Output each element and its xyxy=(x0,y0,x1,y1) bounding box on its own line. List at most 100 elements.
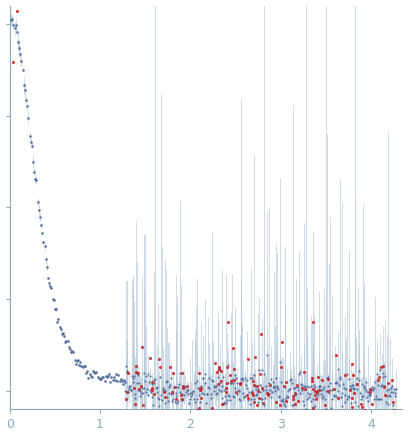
Point xyxy=(282,383,288,390)
Point xyxy=(253,382,260,389)
Point xyxy=(212,384,218,391)
Point xyxy=(258,396,265,403)
Point xyxy=(237,381,243,388)
Point xyxy=(273,375,279,382)
Point xyxy=(102,372,109,379)
Point xyxy=(169,388,175,395)
Point xyxy=(277,358,283,365)
Point xyxy=(32,175,39,182)
Point xyxy=(286,385,292,392)
Point xyxy=(381,382,387,389)
Point xyxy=(221,387,228,394)
Point xyxy=(191,379,198,386)
Point xyxy=(193,412,199,419)
Point xyxy=(370,386,376,393)
Point xyxy=(170,395,177,402)
Point xyxy=(257,371,263,378)
Point xyxy=(375,374,382,381)
Point xyxy=(193,406,200,413)
Point xyxy=(375,396,381,403)
Point xyxy=(291,389,298,396)
Point xyxy=(390,401,396,408)
Point xyxy=(258,395,264,402)
Point xyxy=(224,380,231,387)
Point xyxy=(322,388,329,395)
Point xyxy=(341,399,348,406)
Point xyxy=(124,389,131,396)
Point xyxy=(364,394,370,401)
Point xyxy=(87,373,94,380)
Point xyxy=(149,381,155,388)
Point xyxy=(349,381,355,388)
Point xyxy=(377,395,384,402)
Point xyxy=(91,369,98,376)
Point xyxy=(309,404,316,411)
Point xyxy=(133,379,140,386)
Point xyxy=(202,379,208,386)
Point xyxy=(164,378,171,385)
Point xyxy=(356,368,363,375)
Point xyxy=(238,380,245,387)
Point xyxy=(180,391,187,398)
Point xyxy=(168,391,174,398)
Point xyxy=(125,385,132,392)
Point xyxy=(349,361,355,368)
Point xyxy=(198,385,204,392)
Point xyxy=(312,392,318,399)
Point xyxy=(165,398,171,405)
Point xyxy=(198,387,204,394)
Point xyxy=(228,378,234,385)
Point xyxy=(325,376,332,383)
Point xyxy=(382,372,388,379)
Point xyxy=(76,362,82,369)
Point xyxy=(252,382,258,389)
Point xyxy=(22,87,28,94)
Point xyxy=(186,395,193,402)
Point xyxy=(10,58,17,65)
Point xyxy=(90,367,96,374)
Point xyxy=(101,378,108,385)
Point xyxy=(151,379,157,386)
Point xyxy=(183,411,190,418)
Point xyxy=(293,381,300,388)
Point xyxy=(295,383,302,390)
Point xyxy=(38,222,44,229)
Point xyxy=(144,371,151,378)
Point xyxy=(40,239,47,246)
Point xyxy=(49,295,56,302)
Point xyxy=(325,382,332,389)
Point xyxy=(226,380,233,387)
Point xyxy=(264,351,271,358)
Point xyxy=(182,384,188,391)
Point xyxy=(231,394,237,401)
Point xyxy=(250,382,257,389)
Point xyxy=(249,388,255,395)
Point xyxy=(284,392,290,399)
Point xyxy=(39,229,45,236)
Point xyxy=(264,389,271,396)
Point xyxy=(373,392,379,399)
Point xyxy=(283,397,289,404)
Point xyxy=(162,400,168,407)
Point xyxy=(143,372,150,379)
Point xyxy=(124,369,131,376)
Point xyxy=(236,380,243,387)
Point xyxy=(211,382,217,389)
Point xyxy=(335,366,341,373)
Point xyxy=(322,402,328,409)
Point xyxy=(160,385,166,392)
Point xyxy=(30,158,36,165)
Point xyxy=(248,390,255,397)
Point xyxy=(319,377,325,384)
Point xyxy=(290,396,297,403)
Point xyxy=(58,326,64,333)
Point xyxy=(131,384,137,391)
Point xyxy=(234,391,241,398)
Point xyxy=(189,391,196,398)
Point xyxy=(115,371,122,378)
Point xyxy=(373,395,380,402)
Point xyxy=(25,114,32,121)
Point xyxy=(354,375,361,382)
Point xyxy=(157,392,164,399)
Point xyxy=(119,378,125,385)
